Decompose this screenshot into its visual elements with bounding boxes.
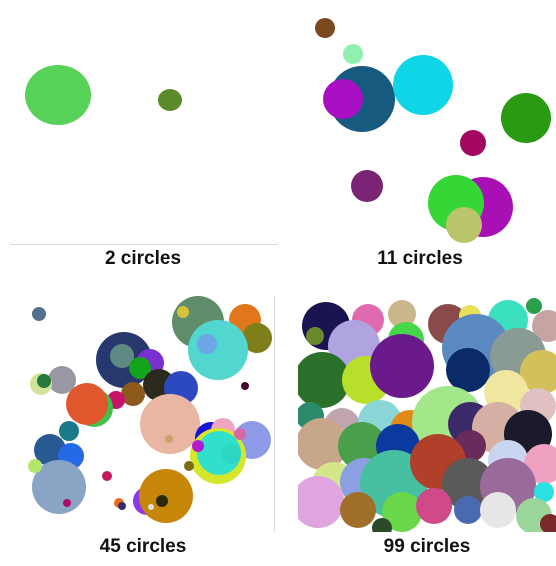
circle-canvas — [8, 8, 278, 244]
circle — [460, 130, 486, 156]
panel-99-circles: 99 circles — [298, 296, 556, 566]
circle-canvas — [8, 296, 274, 532]
circle — [306, 327, 324, 345]
circle — [234, 428, 246, 440]
circle — [25, 65, 91, 125]
circle — [139, 469, 193, 523]
circle — [32, 307, 46, 321]
circle — [534, 482, 554, 502]
circle — [37, 374, 51, 388]
circle — [34, 434, 66, 466]
circle — [28, 459, 42, 473]
circle — [370, 334, 434, 398]
circle — [118, 502, 126, 510]
circle — [121, 382, 145, 406]
circle — [540, 514, 556, 532]
circle — [340, 492, 376, 528]
circle — [298, 476, 344, 528]
circle — [446, 348, 490, 392]
circle — [158, 89, 182, 111]
circle — [372, 518, 392, 532]
circle — [315, 18, 335, 38]
circle-canvas — [284, 8, 556, 244]
circle — [298, 352, 350, 408]
circle — [188, 320, 248, 380]
panel-caption: 99 circles — [383, 536, 471, 557]
circle — [351, 170, 383, 202]
circle — [388, 300, 416, 328]
circle — [156, 495, 168, 507]
panel-45-circles: 45 circles — [8, 296, 278, 566]
circle — [298, 418, 348, 470]
circle — [102, 471, 112, 481]
circle — [343, 44, 363, 64]
circle — [184, 461, 194, 471]
circle — [177, 306, 189, 318]
circle — [532, 310, 556, 342]
circle — [526, 298, 542, 314]
circle — [148, 504, 154, 510]
circle — [393, 55, 453, 115]
circle — [48, 366, 76, 394]
circle — [129, 357, 151, 379]
panel-caption: 45 circles — [99, 536, 187, 557]
circle — [221, 444, 241, 464]
circle — [59, 421, 79, 441]
circle — [480, 492, 516, 528]
circle — [454, 496, 482, 524]
circle — [63, 499, 71, 507]
circle — [110, 344, 134, 368]
panel-2-circles: 2 circles — [8, 8, 278, 278]
circle — [446, 207, 482, 243]
circle — [197, 431, 241, 475]
circle — [241, 382, 249, 390]
circle — [197, 334, 217, 354]
circle — [165, 435, 173, 443]
circle — [520, 350, 556, 394]
circle — [382, 492, 422, 532]
panel-11-circles: 11 circles — [284, 8, 556, 278]
circle — [140, 394, 200, 454]
circle — [416, 488, 452, 524]
canvas-right-border — [274, 296, 275, 532]
circle — [501, 93, 551, 143]
canvas-bottom-border — [10, 244, 278, 245]
panel-caption: 11 circles — [377, 248, 463, 269]
circle — [66, 383, 108, 425]
circle — [323, 79, 363, 119]
circle — [32, 460, 86, 514]
circle — [192, 440, 204, 452]
circle-canvas — [298, 296, 556, 532]
circle — [242, 323, 272, 353]
circle — [442, 458, 494, 510]
panel-caption: 2 circles — [104, 248, 182, 269]
